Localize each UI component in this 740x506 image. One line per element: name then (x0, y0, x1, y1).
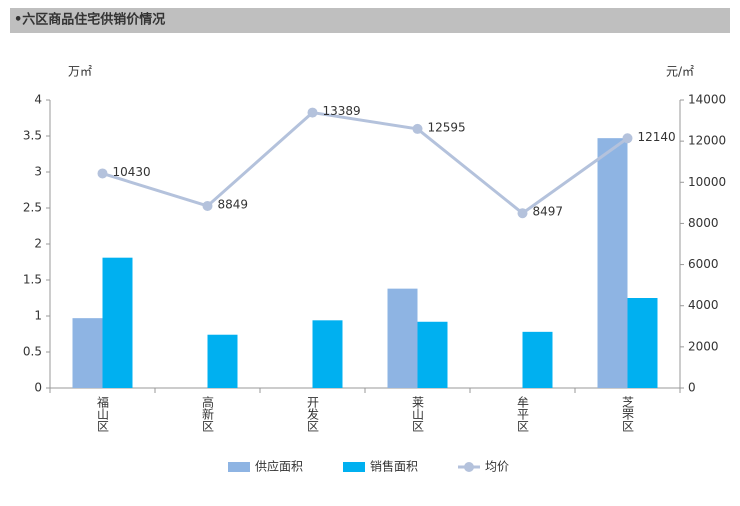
bar (207, 334, 238, 388)
y-tick-label: 1.5 (23, 273, 42, 287)
legend-swatch (343, 462, 365, 472)
y2-axis-label: 元/㎡ (666, 65, 694, 79)
y2-tick-label: 8000 (688, 216, 719, 230)
y2-tick-label: 14000 (688, 93, 726, 107)
line-marker (622, 133, 633, 144)
bar (387, 288, 418, 388)
y2-tick-label: 2000 (688, 339, 719, 353)
x-tick-label: 莱山区 (411, 396, 425, 432)
y-tick-label: 0.5 (23, 345, 42, 359)
y-tick-label: 2 (34, 237, 42, 251)
line (102, 110, 629, 216)
x-tick-label: 芝罘区 (621, 395, 635, 432)
y-tick-label: 4 (34, 93, 42, 107)
x-tick-label: 牟平区 (516, 395, 530, 432)
bar (417, 321, 448, 388)
bar (312, 320, 343, 388)
line-marker (202, 200, 213, 211)
y-tick-label: 3.5 (23, 129, 42, 143)
bar (627, 298, 658, 388)
bar (72, 318, 103, 388)
x-tick-label: 开发区 (306, 396, 320, 432)
data-label: 13389 (323, 104, 361, 118)
legend-swatch (464, 462, 474, 472)
y2-tick-label: 12000 (688, 134, 726, 148)
legend-label: 供应面积 (255, 459, 303, 474)
data-label: 8497 (533, 205, 564, 219)
y2-tick-label: 6000 (688, 257, 719, 271)
bar (102, 257, 133, 388)
y2-tick-label: 10000 (688, 175, 726, 189)
legend-label: 销售面积 (370, 459, 418, 474)
chart-title: •六区商品住宅供销价情况 (14, 12, 165, 28)
line-marker (307, 107, 318, 118)
y-tick-label: 2.5 (23, 201, 42, 215)
y2-tick-label: 0 (688, 381, 696, 395)
data-label: 12595 (428, 120, 466, 134)
line-marker (517, 208, 528, 219)
data-label: 10430 (113, 165, 151, 179)
line-marker (412, 123, 423, 134)
y-axis-label: 万㎡ (68, 65, 92, 79)
y-tick-label: 0 (34, 381, 42, 395)
x-tick-label: 高新区 (201, 395, 215, 432)
bar (522, 331, 553, 388)
legend-swatch (228, 462, 250, 472)
y-tick-label: 3 (34, 165, 42, 179)
bar (597, 138, 628, 388)
data-label: 12140 (638, 130, 676, 144)
x-tick-label: 福山区 (96, 395, 110, 432)
line-marker (97, 168, 108, 179)
legend-label: 均价 (485, 460, 509, 474)
y2-tick-label: 4000 (688, 298, 719, 312)
y-tick-label: 1 (34, 309, 42, 323)
title-bar (10, 8, 730, 33)
data-label: 8849 (218, 197, 249, 211)
